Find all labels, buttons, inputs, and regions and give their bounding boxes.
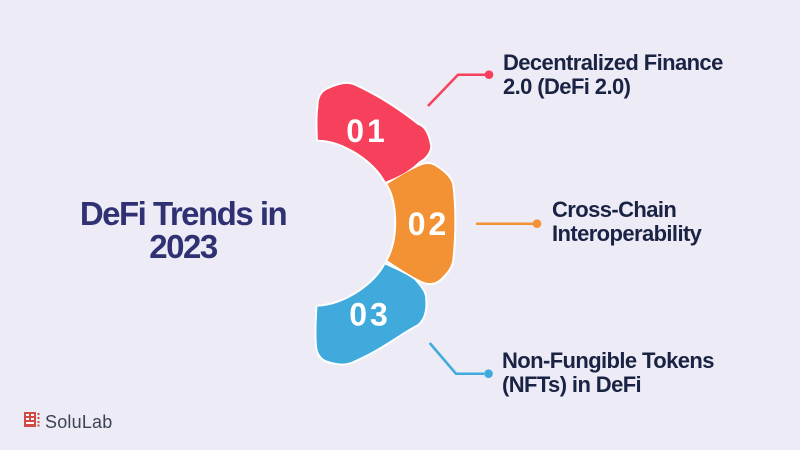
svg-text:02: 02 (408, 206, 450, 242)
svg-text:01: 01 (346, 113, 388, 149)
svg-text:03: 03 (349, 296, 391, 332)
